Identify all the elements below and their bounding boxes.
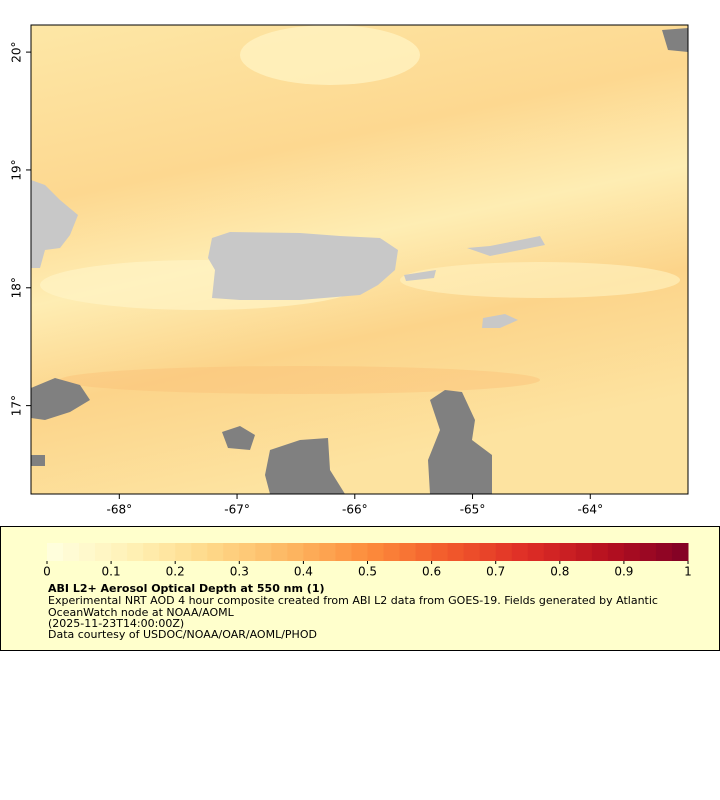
cloud-mask	[31, 378, 90, 420]
colorbar-swatch	[111, 543, 128, 561]
colorbar-swatch	[95, 543, 112, 561]
haze-band	[60, 366, 540, 394]
colorbar-tick-label: 0.3	[230, 565, 249, 579]
land-st-croix	[482, 314, 518, 328]
colorbar-tick-label: 0.4	[294, 565, 313, 579]
colorbar-tick-label: 0.8	[550, 565, 569, 579]
cloud-mask	[31, 455, 45, 466]
legend-title: ABI L2+ Aerosol Optical Depth at 550 nm …	[48, 582, 325, 595]
cloud-mask	[428, 390, 492, 494]
cloud-mask	[662, 28, 688, 52]
colorbar-swatch	[671, 543, 689, 561]
y-tick-label: 19°	[10, 159, 24, 180]
legend-date: (2025-11-23T14:00:00Z)	[48, 617, 184, 630]
colorbar-swatch	[415, 543, 433, 561]
land-puerto-rico	[208, 232, 398, 300]
y-tick-label: 18°	[10, 277, 24, 298]
colorbar-swatch	[207, 543, 224, 561]
colorbar-swatch	[351, 543, 368, 561]
x-tick-label: -67°	[224, 503, 250, 517]
colorbar-swatch	[607, 543, 625, 561]
colorbar-tick-label: 1	[684, 565, 692, 579]
colorbar-swatch	[47, 543, 64, 561]
map-frame	[30, 24, 689, 495]
x-tick-label: -66°	[342, 503, 368, 517]
colorbar-swatch	[319, 543, 336, 561]
clear-region	[240, 25, 420, 85]
colorbar-tick-label: 0.5	[358, 565, 377, 579]
colorbar-swatch	[511, 543, 529, 561]
legend-credit: Data courtesy of USDOC/NOAA/OAR/AOML/PHO…	[48, 628, 317, 641]
legend-description: OceanWatch node at NOAA/AOML	[48, 606, 235, 619]
colorbar-swatch	[479, 543, 497, 561]
colorbar: 0 0.1 0.2 0.3 0.4 0.5 0.6 0.7 0.8 0.9 1	[43, 543, 692, 579]
colorbar-swatch	[655, 543, 673, 561]
colorbar-swatch	[591, 543, 609, 561]
colorbar-swatch	[79, 543, 96, 561]
x-tick-label: -68°	[107, 503, 133, 517]
colorbar-swatch	[431, 543, 449, 561]
colorbar-swatch	[255, 543, 272, 561]
colorbar-swatch	[367, 543, 385, 561]
colorbar-tick-label: 0	[43, 565, 51, 579]
colorbar-swatch	[447, 543, 465, 561]
colorbar-swatch	[63, 543, 80, 561]
colorbar-swatch	[303, 543, 320, 561]
clear-region	[400, 262, 680, 298]
colorbar-tick-label: 0.7	[486, 565, 505, 579]
x-tick-label: -65°	[460, 503, 486, 517]
colorbar-swatch	[623, 543, 641, 561]
map-area	[30, 24, 689, 495]
land-vieques	[404, 270, 436, 281]
colorbar-swatch	[175, 543, 192, 561]
colorbar-tick-label: 0.1	[102, 565, 121, 579]
land-virgin-islands	[467, 236, 545, 256]
y-tick-label: 20°	[10, 41, 24, 62]
colorbar-tick-label: 0.6	[422, 565, 441, 579]
colorbar-tick-label: 0.9	[614, 565, 633, 579]
cloud-mask	[265, 438, 345, 494]
colorbar-swatch	[575, 543, 593, 561]
colorbar-swatch	[159, 543, 176, 561]
cloud-mask	[222, 426, 255, 450]
colorbar-swatch	[335, 543, 352, 561]
colorbar-swatch	[223, 543, 240, 561]
colorbar-swatch	[127, 543, 144, 561]
colorbar-swatch	[463, 543, 481, 561]
colorbar-swatch	[639, 543, 657, 561]
colorbar-swatch	[543, 543, 561, 561]
colorbar-swatch	[527, 543, 545, 561]
colorbar-swatch	[383, 543, 401, 561]
legend-description: Experimental NRT AOD 4 hour composite cr…	[48, 594, 658, 607]
colorbar-tick-label: 0.2	[166, 565, 185, 579]
x-tick-label: -64°	[577, 503, 603, 517]
colorbar-swatch	[495, 543, 513, 561]
colorbar-swatch	[559, 543, 577, 561]
colorbar-swatch	[271, 543, 288, 561]
colorbar-swatch	[287, 543, 304, 561]
colorbar-swatch	[239, 543, 256, 561]
colorbar-swatch	[399, 543, 417, 561]
y-tick-label: 17°	[10, 395, 24, 416]
colorbar-swatch	[191, 543, 208, 561]
land-hispaniola	[31, 180, 78, 268]
colorbar-swatch	[143, 543, 160, 561]
legend-panel: 0 0.1 0.2 0.3 0.4 0.5 0.6 0.7 0.8 0.9 1 ABI L2+ Ae…	[0, 526, 720, 651]
